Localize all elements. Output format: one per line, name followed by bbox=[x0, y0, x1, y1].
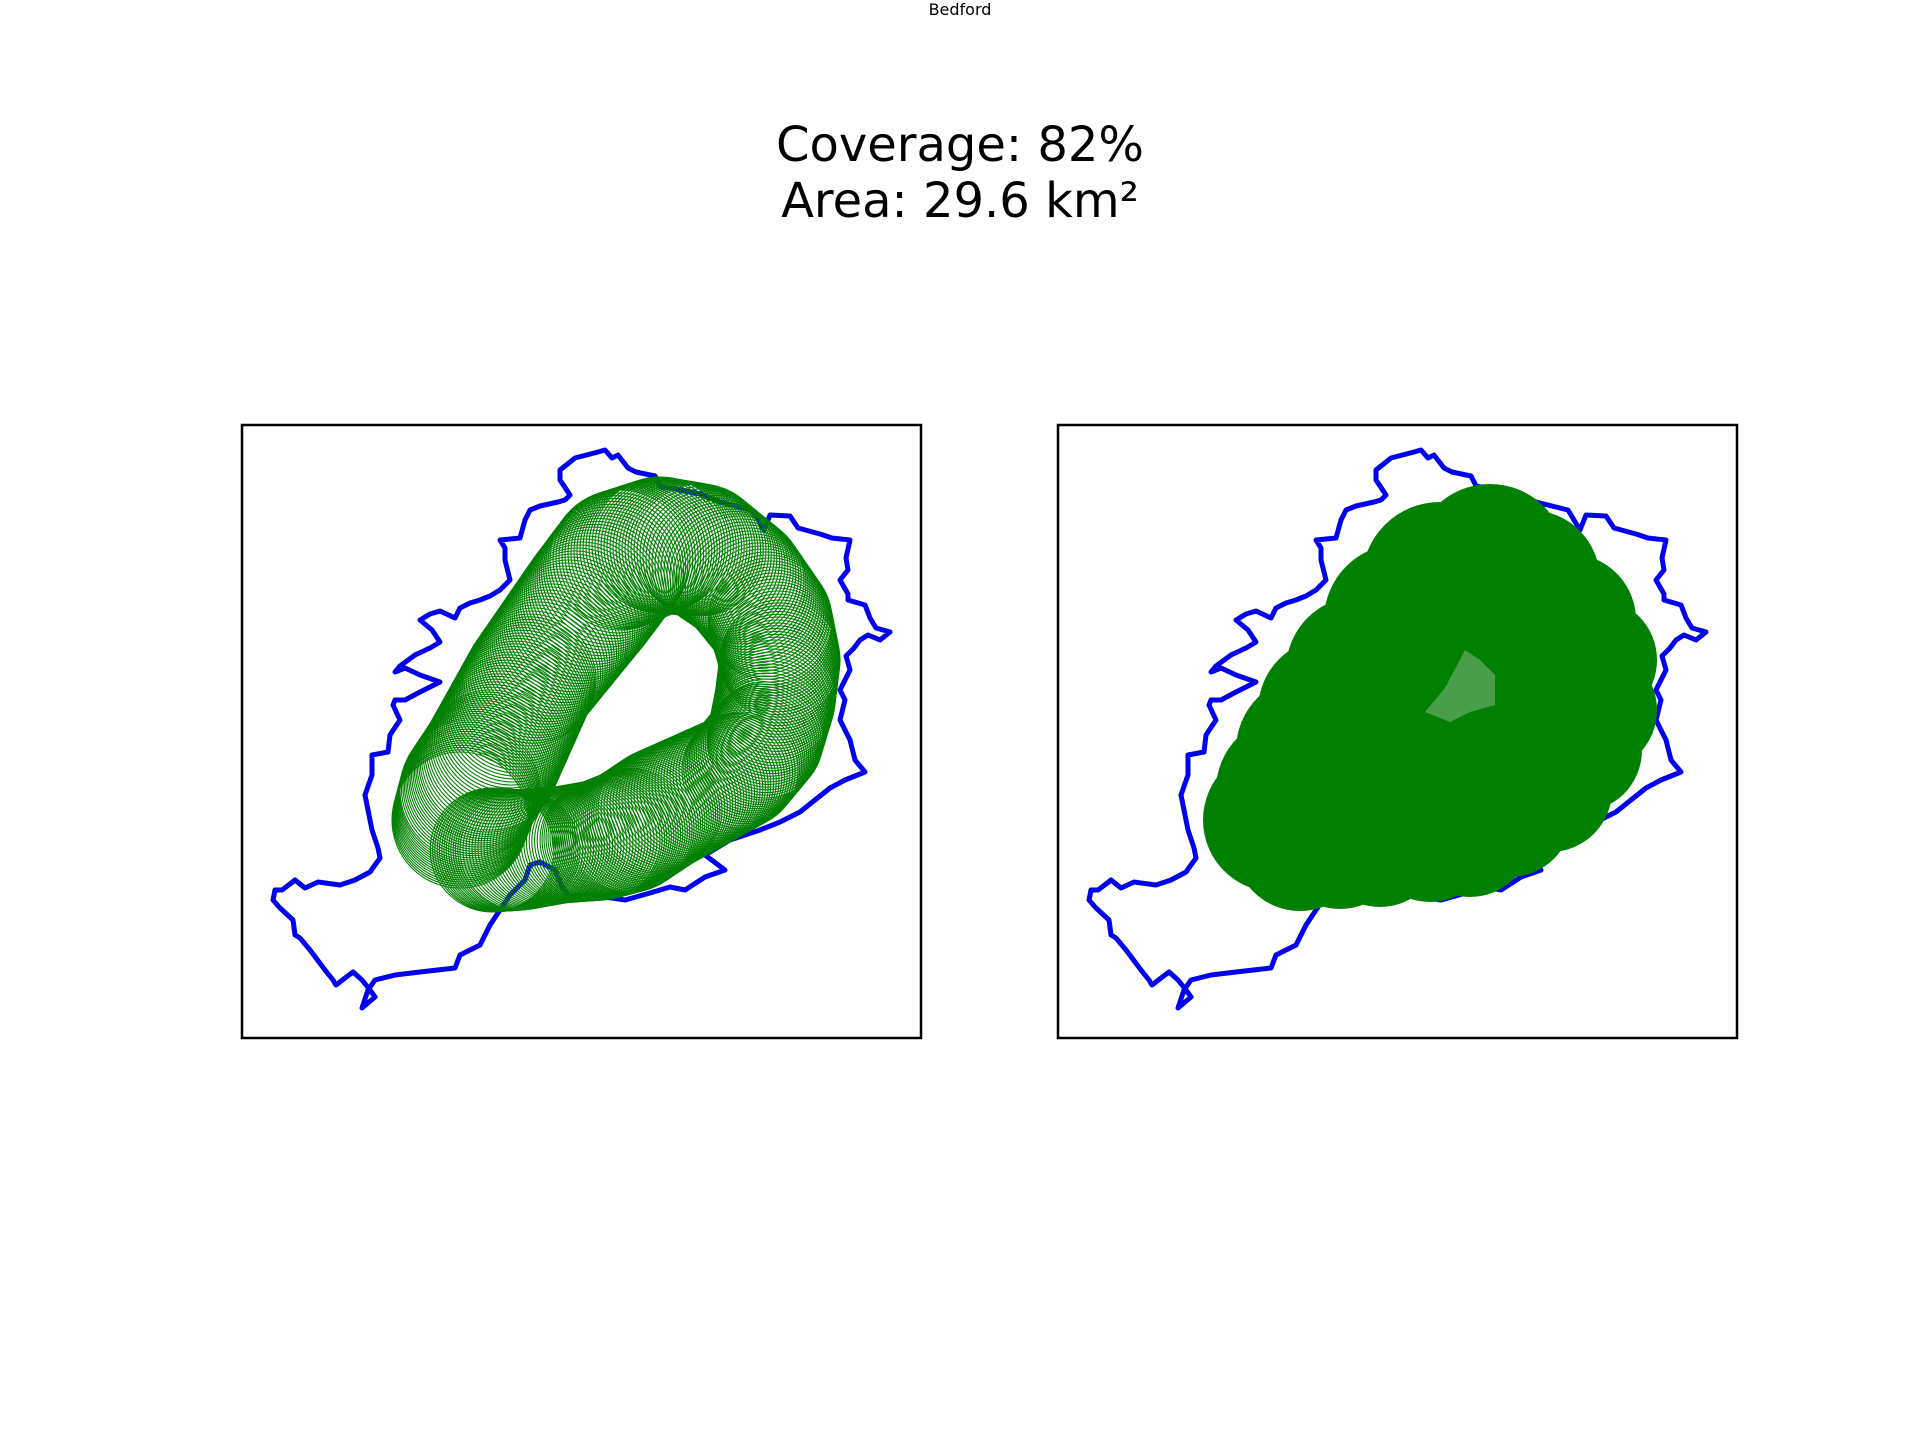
coverage-fill bbox=[1203, 484, 1657, 911]
coverage-circle bbox=[573, 481, 713, 621]
coverage-circle bbox=[701, 687, 819, 805]
coverage-circle bbox=[458, 621, 593, 756]
coverage-circle bbox=[633, 483, 767, 617]
coverage-circle bbox=[672, 513, 802, 643]
coverage-circle bbox=[686, 530, 815, 659]
coverage-circle bbox=[497, 562, 636, 701]
coverage-circle bbox=[509, 544, 650, 685]
coverage-circle bbox=[461, 616, 596, 750]
coverage-circle bbox=[453, 629, 589, 765]
coverage-circle bbox=[688, 702, 806, 820]
coverage-gap bbox=[1425, 650, 1495, 722]
coverage-circle bbox=[685, 707, 803, 825]
coverage-disc bbox=[1400, 680, 1560, 840]
coverage-circle bbox=[576, 481, 715, 620]
area-label: Area: 29.6 km² bbox=[781, 173, 1139, 229]
coverage-disc bbox=[1270, 690, 1430, 850]
coverage-circle bbox=[654, 723, 775, 843]
coverage-label: Coverage: 82% bbox=[775, 117, 1145, 173]
coverage-circle bbox=[545, 495, 687, 637]
coverage-circle bbox=[666, 508, 797, 639]
coverage-circle bbox=[429, 787, 555, 913]
map-title: Bedford bbox=[928, 0, 992, 19]
coverage-circle bbox=[515, 535, 656, 676]
coverage-circle bbox=[491, 571, 629, 709]
coverage-circle bbox=[460, 618, 594, 753]
coverage-circle bbox=[651, 497, 783, 629]
boundary-outline bbox=[270, 447, 893, 1011]
coverage-circle bbox=[430, 670, 570, 810]
coverage-circle bbox=[495, 565, 634, 704]
coverage-circle bbox=[427, 675, 567, 816]
coverage-circle bbox=[452, 632, 588, 768]
coverage-circle bbox=[425, 678, 566, 819]
coverage-circle bbox=[552, 488, 694, 630]
coverage-circle bbox=[408, 706, 550, 848]
coverage-filled-panel bbox=[1056, 423, 1739, 1040]
coverage-circles bbox=[391, 476, 841, 913]
boundary-outline bbox=[1086, 447, 1709, 1011]
coverage-circle bbox=[683, 709, 801, 827]
coverage-circle bbox=[697, 692, 815, 810]
coverage-outline-panel bbox=[240, 423, 923, 1040]
